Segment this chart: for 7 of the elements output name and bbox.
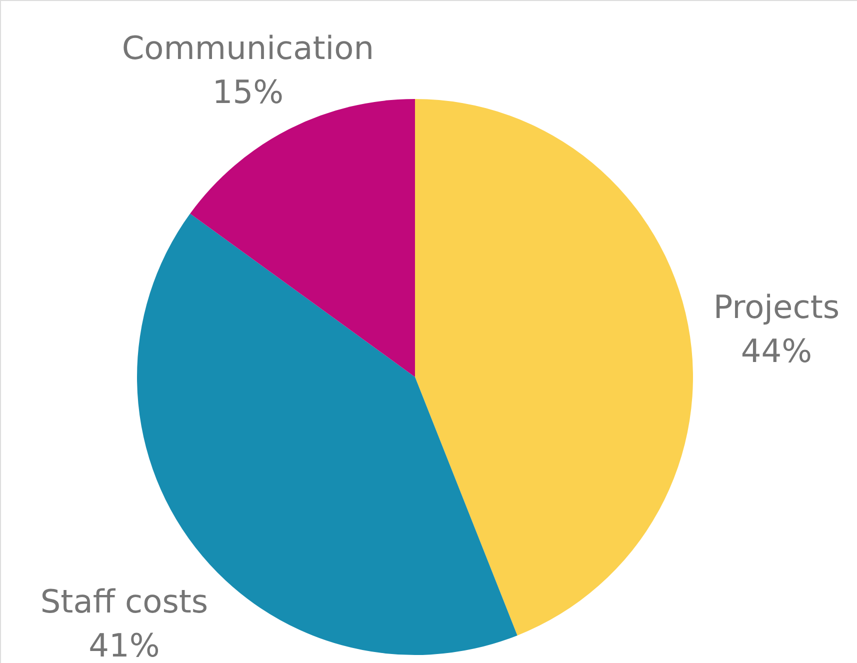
slice-label: Projects [713, 288, 840, 326]
data-label: 15% [212, 73, 284, 112]
pie-slice [415, 99, 692, 636]
slice-label: Communication [122, 29, 374, 68]
data-label: 44% [740, 332, 812, 370]
data-label: 41% [88, 626, 160, 663]
slice-label: Staff costs [40, 582, 208, 621]
